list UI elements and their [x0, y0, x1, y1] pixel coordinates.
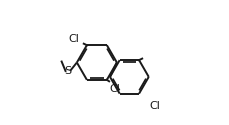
Text: Cl: Cl — [109, 84, 120, 94]
Text: Cl: Cl — [68, 34, 79, 44]
Text: S: S — [64, 66, 71, 76]
Text: Cl: Cl — [149, 101, 160, 111]
